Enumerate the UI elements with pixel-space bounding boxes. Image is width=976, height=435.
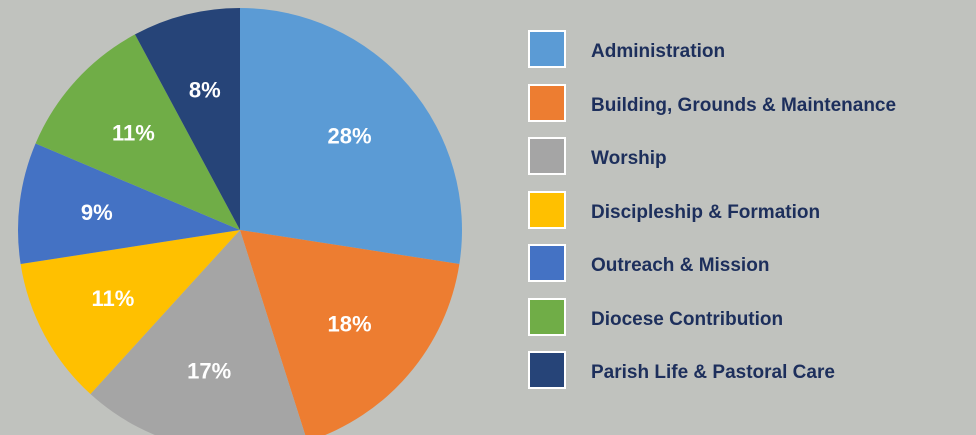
legend-swatch [528, 351, 566, 389]
legend-swatch [528, 83, 566, 122]
legend-label: Building, Grounds & Maintenance [591, 94, 897, 116]
pie-slice-administration [240, 8, 462, 265]
pie-slice-outreach-mission [17, 143, 240, 265]
slice-percent-label: 8% [189, 78, 221, 103]
pie-slice-worship [90, 230, 306, 435]
legend-label: Worship [591, 148, 667, 169]
legend-swatch [528, 137, 566, 175]
pie-chart: 28% 18% 17% 11% 9% 11% 8% [17, 8, 462, 435]
legend-item-diocese: Diocese Contribution [528, 296, 968, 350]
legend-item-administration: Administration [528, 28, 968, 82]
slice-percent-label: 18% [328, 311, 372, 336]
slice-percent-label: 11% [91, 286, 134, 311]
legend-swatch [528, 190, 566, 229]
pie-slice-discipleship-formation [20, 230, 241, 395]
legend-swatch [528, 30, 566, 68]
legend-swatch [528, 244, 566, 282]
legend-label: Parish Life & Pastoral Care [591, 362, 835, 383]
legend-swatch [528, 297, 566, 336]
legend-item-discipleship: Discipleship & Formation [528, 189, 968, 243]
legend-item-worship: Worship [528, 135, 968, 189]
legend-label: Outreach & Mission [591, 255, 770, 276]
legend-item-building: Building, Grounds & Maintenance [528, 82, 968, 136]
slice-percent-label: 9% [81, 200, 113, 225]
pie-slice-diocese-contribution [35, 34, 240, 230]
legend-label: Diocese Contribution [591, 308, 784, 330]
slice-percent-label: 17% [187, 358, 231, 383]
slice-percent-label: 28% [328, 124, 372, 149]
legend: Administration Building, Grounds & Maint… [528, 28, 968, 403]
slice-percent-label: 11% [112, 120, 155, 145]
legend-label: Administration [591, 41, 726, 62]
pie-slice-building-grounds-maintenance [240, 230, 460, 435]
legend-item-parish-life: Parish Life & Pastoral Care [528, 349, 968, 403]
legend-item-outreach: Outreach & Mission [528, 242, 968, 296]
legend-label: Discipleship & Formation [591, 201, 821, 223]
pie-slice-parish-life-pastoral-care [134, 8, 240, 230]
